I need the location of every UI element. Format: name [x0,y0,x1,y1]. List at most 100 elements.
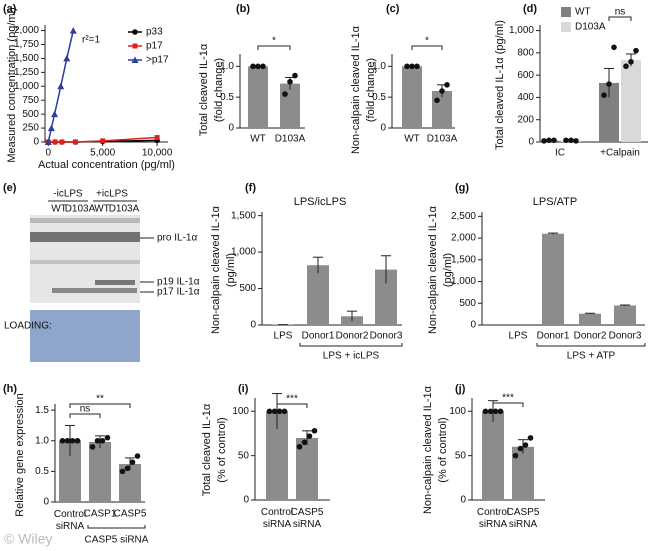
y-tick-label: 0 [380,123,386,134]
significance-label: * [425,36,429,47]
y-axis-label: Non-calpain cleaved IL-1α [350,25,362,154]
bar [542,233,564,325]
data-point [260,63,266,70]
y-tick-label: 2,500 [451,211,476,222]
band-label: p17 IL-1α [157,287,200,298]
bar [89,441,111,502]
x-tick-label: Donor2 [336,331,369,342]
significance-label: *** [502,393,514,404]
y-tick-label: 0 [33,137,39,148]
y-tick-label: 0.5 [220,92,234,103]
bar [119,464,141,502]
y-tick-label: 800 [517,47,534,58]
bar [512,446,534,500]
data-point [517,445,524,452]
data-point [89,444,96,450]
marker [100,138,106,144]
bar [579,313,601,325]
bar [59,440,81,502]
x-tick-label: 0 [45,148,51,159]
panel-label: (b) [236,3,250,15]
data-point [74,437,81,444]
data-point [306,433,313,439]
bar [614,305,636,325]
y-tick-label: 200 [517,114,534,125]
y-axis-label: Non-calpain cleaved IL-1α [422,385,434,514]
y-axis-label: (% of control) [437,417,449,482]
loading-image [30,310,140,362]
y-tick-label: 0 [460,495,466,506]
lane-label: WT [51,204,67,215]
x-tick-label: 10,000 [142,148,173,159]
x-tick-label: Donor3 [370,331,403,342]
y-tick-label: 0 [43,497,49,508]
label-line: CASP5 [291,507,324,518]
data-point [611,44,617,51]
x-tick-label: Control siRNA [261,507,293,530]
label-line: Control [261,507,293,518]
x-tick-label: 5,000 [90,148,115,159]
y-axis-label: (pg/ml) [442,253,454,287]
y-tick-label: 1,250 [14,67,39,78]
group-bracket [299,343,403,347]
data-point [633,47,639,54]
data-point [134,453,141,459]
data-point [287,78,293,85]
x-tick-label: CASP5 siRNA [291,507,324,530]
marker [44,138,52,145]
data-point [124,465,131,472]
y-tick-label: 750 [22,95,39,106]
y-tick-label: 500 [239,283,256,294]
data-point [601,92,607,98]
marker [47,124,55,132]
condition-label: -icLPS [53,189,83,200]
y-axis-label: (fold change) [365,58,377,122]
significance-bracket [276,403,308,408]
x-tick-label: WT [404,134,420,145]
data-point [69,437,76,444]
y-axis-label: (pg/ml) [225,253,237,287]
y-axis-label: Non-calpain cleaved IL-1α [427,205,439,334]
significance-bracket [257,45,291,50]
data-point [606,81,612,87]
y-axis-label: (% of control) [216,417,228,482]
data-point [546,137,552,144]
band-label: pro IL-1α [157,233,197,244]
bar [248,66,268,128]
group-bracket [87,525,146,529]
y-tick-label: 1.5 [35,405,49,416]
x-tick-label: CASP5 siRNA [507,507,540,530]
band [95,280,135,285]
data-point [271,408,278,415]
panel-label: (f) [245,182,256,194]
marker [132,29,138,35]
y-tick-label: 0.5 [35,466,49,477]
data-point [482,408,489,415]
y-tick-label: 2,000 [451,233,476,244]
data-point [563,137,569,144]
data-point [104,434,111,441]
label-line: siRNA [509,519,538,530]
group-bracket [536,343,646,347]
blot-panel: (e) -icLPS +icLPS WT D103A WT D103A pro … [3,182,200,362]
y-tick-label: 1.0 [220,61,234,72]
y-tick-label: 100 [449,406,466,417]
x-tick-label: Donor2 [574,331,607,342]
y-tick-label: 1,000 [451,276,476,287]
band [30,218,140,223]
chart-title: LPS/icLPS [294,196,347,208]
band-label: p19 IL-1α [157,277,200,288]
bar [296,437,318,500]
y-tick-label: 1,500 [14,53,39,64]
band [52,288,137,293]
condition-label: +icLPS [96,189,128,200]
data-point [623,63,629,70]
y-tick-label: 2,000 [14,25,39,36]
data-point [276,408,283,415]
marker [131,56,139,63]
data-point [573,138,579,144]
x-tick-label: +Calpain [600,148,640,159]
data-point [250,63,256,70]
loading-label: LOADING: [4,321,52,332]
